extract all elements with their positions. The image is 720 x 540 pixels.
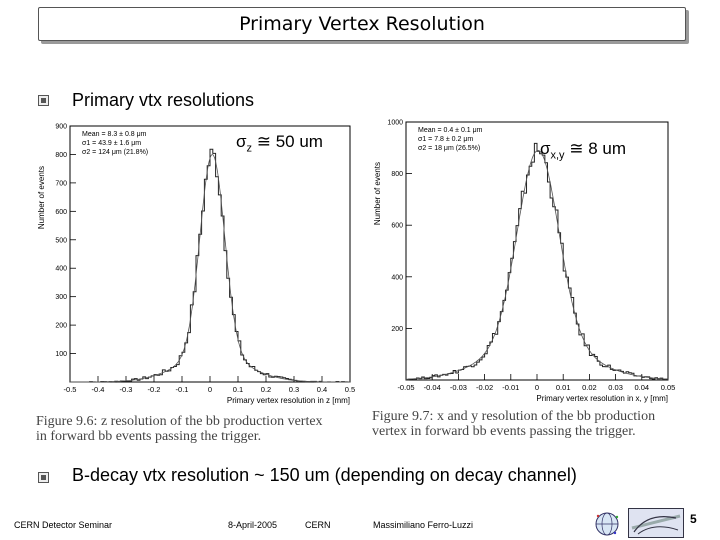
footer-seminar: CERN Detector Seminar	[14, 520, 113, 530]
plot-frame	[405, 121, 669, 381]
y-tick-label: 100	[55, 351, 67, 358]
bullet-icon	[38, 472, 49, 483]
y-tick-label: 900	[55, 124, 67, 131]
y-tick-label: 700	[55, 180, 67, 187]
x-tick-label: -0.1	[176, 385, 189, 394]
y-tick-label: 600	[55, 209, 67, 216]
stats-line: σ1 = 43.9 ± 1.6 μm	[82, 140, 141, 147]
y-tick-label: 200	[55, 323, 67, 330]
bullet-primary-vtx: Primary vtx resolutions	[72, 90, 255, 110]
x-tick-label: -0.3	[120, 385, 133, 394]
x-axis-label: Primary vertex resolution in x, y [mm]	[536, 394, 668, 403]
y-tick-label: 200	[391, 326, 403, 333]
x-tick-label: 0.04	[634, 383, 649, 392]
y-tick-label: 1000	[387, 120, 403, 127]
stats-line: Mean = 8.3 ± 0.8 μm	[82, 131, 147, 138]
y-tick-label: 400	[55, 266, 67, 273]
stats-line: Mean = 0.4 ± 0.1 μm	[418, 127, 483, 134]
x-tick-label: -0.4	[92, 385, 105, 394]
x-tick-label: -0.5	[64, 385, 77, 394]
page-title: Primary Vertex Resolution	[239, 13, 485, 35]
x-tick-label: 0	[208, 385, 212, 394]
y-tick-label: 800	[391, 171, 403, 178]
x-tick-label: -0.05	[397, 383, 414, 392]
histogram-z-panel: -0.5 -0.4 -0.3 -0.2 -0.1 0 0.1 0.2 0.3 0.4 0.5 100 2…	[34, 118, 364, 410]
x-tick-label: 0.01	[556, 383, 571, 392]
y-tick-label: 300	[55, 294, 67, 301]
bullet-icon	[38, 95, 49, 106]
y-axis-label: Number of events	[373, 162, 382, 225]
fit-curve	[406, 149, 668, 380]
y-axis-label: Number of events	[37, 166, 46, 229]
x-tick-label: 0.2	[261, 385, 271, 394]
x-tick-label: 0.02	[582, 383, 597, 392]
plot-frame	[69, 125, 351, 383]
sigma-z-annotation: σz ≅ 50 um	[236, 132, 323, 155]
y-tick-label: 800	[55, 152, 67, 159]
footer-author: Massimiliano Ferro-Luzzi	[373, 520, 474, 530]
caption-left: Figure 9.6: z resolution of the bb produ…	[36, 414, 323, 444]
globe-logo-icon	[595, 512, 619, 536]
bullet-b-decay: B-decay vtx resolution ~ 150 um (dependi…	[72, 465, 577, 485]
x-tick-label: 0.4	[317, 385, 327, 394]
page-number: 5	[690, 512, 697, 526]
x-tick-label: 0	[535, 383, 539, 392]
histogram-xy-panel: -0.05 -0.04 -0.03 -0.02 -0.01 0 0.01 0.02 0.03 0.…	[370, 118, 690, 410]
histogram-z: -0.5 -0.4 -0.3 -0.2 -0.1 0 0.1 0.2 0.3 0.4 0.5 100 2…	[37, 124, 355, 406]
footer-place: CERN	[305, 520, 331, 530]
footer-date: 8-April-2005	[228, 520, 278, 530]
x-tick-label: -0.2	[148, 385, 161, 394]
fit-curve	[70, 154, 350, 383]
stats-line: σ1 = 7.8 ± 0.2 μm	[418, 136, 473, 143]
y-tick-label: 600	[391, 223, 403, 230]
x-tick-label: 0.3	[289, 385, 299, 394]
y-tick-label: 500	[55, 237, 67, 244]
histogram-xy: -0.05 -0.04 -0.03 -0.02 -0.01 0 0.01 0.02 0.03 0.…	[373, 120, 676, 404]
x-tick-label: 0.05	[661, 383, 676, 392]
caption-right: Figure 9.7: x and y resolution of the bb…	[372, 409, 656, 439]
x-tick-label: -0.02	[476, 383, 493, 392]
stats-line: σ2 = 124 μm (21.8%)	[82, 149, 148, 156]
title-box: Primary Vertex Resolution	[38, 7, 686, 41]
x-tick-label: -0.03	[450, 383, 467, 392]
x-tick-label: 0.03	[608, 383, 623, 392]
x-tick-label: -0.04	[424, 383, 441, 392]
x-axis-label: Primary vertex resolution in z [mm]	[227, 396, 350, 405]
x-tick-label: 0.5	[345, 385, 355, 394]
sigma-xy-annotation: σx,y ≅ 8 um	[540, 139, 627, 162]
x-tick-label: -0.01	[502, 383, 519, 392]
x-tick-label: 0.1	[233, 385, 243, 394]
stats-line: σ2 = 18 μm (26.5%)	[418, 145, 480, 152]
y-tick-label: 400	[391, 274, 403, 281]
lhcb-logo-icon	[628, 508, 684, 538]
